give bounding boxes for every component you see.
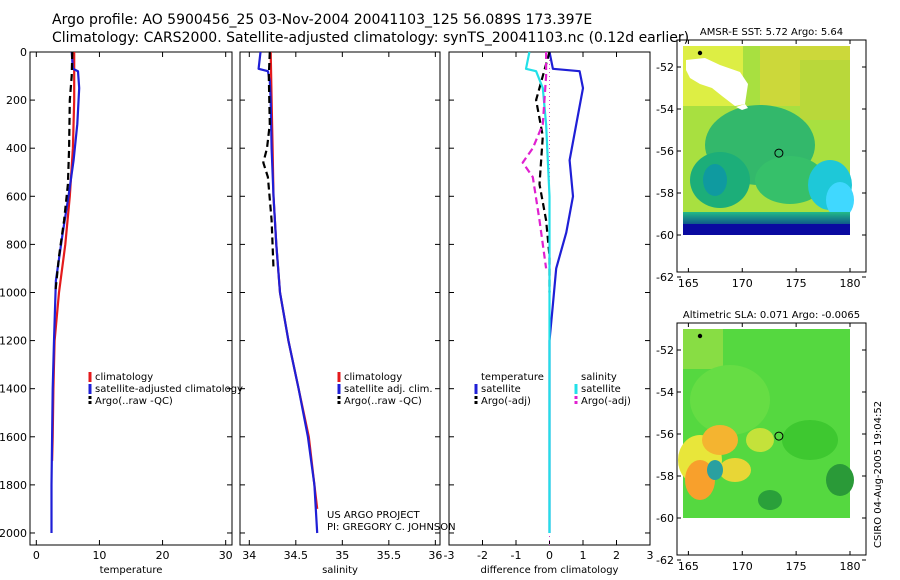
depth-tick-label: 600 xyxy=(6,190,27,203)
depth-tick-label: 2000 xyxy=(0,527,27,540)
sla_map-xtick-label: 170 xyxy=(732,560,753,573)
difference-xtick-label: 2 xyxy=(613,549,620,562)
salinity-frame xyxy=(239,51,441,546)
sst_map-title: AMSR-E SST: 5.72 Argo: 5.64 xyxy=(700,27,843,38)
title-line-1: Argo profile: AO 5900456_25 03-Nov-2004 … xyxy=(52,12,593,28)
salinity-legend-1-label: satellite adj. clim. xyxy=(344,384,433,395)
difference-series-temperature-satellite xyxy=(548,51,585,533)
sst_map-xtick-label: 180 xyxy=(840,277,861,290)
depth-tick-label: 400 xyxy=(6,142,27,155)
sla_map-frame xyxy=(676,322,867,556)
difference-series-salinity-satellite xyxy=(524,51,551,533)
difference-xtick-label: -1 xyxy=(511,549,522,562)
sst_map-ytick-label: -56 xyxy=(656,145,674,158)
temperature-legend-2-label: Argo(..raw -QC) xyxy=(95,396,173,407)
sst_map-ytick-label: -62 xyxy=(656,271,674,284)
depth-tick-label: 800 xyxy=(6,238,27,251)
temperature-legend-1-label: satellite-adjusted climatology xyxy=(95,384,243,395)
sla_map-float-marker xyxy=(774,431,784,441)
depth-tick-label: 1200 xyxy=(0,335,27,348)
temperature-frame xyxy=(29,51,233,546)
sst_map-ytick-label: -52 xyxy=(656,61,674,74)
difference-series-salinity-argo xyxy=(521,52,548,269)
difference-xlabel: difference from climatology xyxy=(481,565,619,576)
sla_map-ytick-label: -60 xyxy=(656,512,674,525)
salinity-xtick-label: 34 xyxy=(242,549,256,562)
salinity-xlabel: salinity xyxy=(322,565,358,576)
salinity-series-climatology xyxy=(269,51,319,510)
sst_map-xtick-label: 175 xyxy=(786,277,807,290)
sst_map-xtick-label: 165 xyxy=(678,277,699,290)
sst_map-ytick-label: -54 xyxy=(656,103,674,116)
difference-xtick-label: 3 xyxy=(647,549,654,562)
sst-map-field xyxy=(683,46,854,235)
sst_map-ytick-label: -58 xyxy=(656,187,674,200)
temperature-xlabel: temperature xyxy=(100,565,163,576)
depth-tick-label: 200 xyxy=(6,94,27,107)
sla_map-xtick-label: 165 xyxy=(678,560,699,573)
temperature-series-climatology xyxy=(51,52,76,461)
sst_map-island-marker xyxy=(697,50,703,56)
diff-legend-left-1-label: satellite xyxy=(481,384,521,395)
salinity-xtick-label: 35 xyxy=(335,549,349,562)
temperature-xtick-label: 30 xyxy=(219,549,233,562)
temperature-series-argo xyxy=(54,51,74,293)
salinity-series-argo xyxy=(262,51,275,269)
depth-tick-label: 1600 xyxy=(0,431,27,444)
sla_map-xtick-label: 180 xyxy=(840,560,861,573)
temperature-legend-0-label: climatology xyxy=(95,372,153,383)
difference-xtick-label: -3 xyxy=(444,549,455,562)
salinity-series-satellite xyxy=(257,51,319,534)
temperature-xtick-label: 0 xyxy=(33,549,40,562)
sla_map-island-marker xyxy=(697,333,703,339)
timestamp-stamp: CSIRO 04-Aug-2005 19:04:52 xyxy=(873,400,884,548)
diff-legend-left-2-label: Argo(-adj) xyxy=(481,396,531,407)
salinity-legend-2-label: Argo(..raw -QC) xyxy=(344,396,422,407)
sla_map-xtick-label: 175 xyxy=(786,560,807,573)
sst_map-frame xyxy=(676,39,867,273)
sla_map-ytick-label: -62 xyxy=(656,554,674,567)
project-annotation-0: US ARGO PROJECT xyxy=(327,510,421,521)
diff-legend-right-title: salinity xyxy=(581,372,617,383)
depth-tick-label: 1000 xyxy=(0,286,27,299)
temperature-xtick-label: 10 xyxy=(92,549,106,562)
sst_map-float-marker xyxy=(774,148,784,158)
sla_map-ytick-label: -56 xyxy=(656,428,674,441)
sla-map-field xyxy=(678,329,854,518)
difference-xtick-label: 0 xyxy=(546,549,553,562)
salinity-xtick-label: 34.5 xyxy=(284,549,309,562)
depth-tick-label: 1800 xyxy=(0,479,27,492)
depth-tick-label: 1400 xyxy=(0,383,27,396)
temperature-series-satellite xyxy=(50,51,81,533)
salinity-legend-0-label: climatology xyxy=(344,372,402,383)
depth-tick-label: 0 xyxy=(20,46,27,59)
salinity-xtick-label: 36 xyxy=(428,549,442,562)
sla_map-ytick-label: -58 xyxy=(656,470,674,483)
difference-xtick-label: 1 xyxy=(580,549,587,562)
sla_map-ytick-label: -54 xyxy=(656,386,674,399)
diff-legend-right-1-label: satellite xyxy=(581,384,621,395)
temperature-xtick-label: 20 xyxy=(156,549,170,562)
salinity-xtick-label: 35.5 xyxy=(377,549,402,562)
sst_map-xtick-label: 170 xyxy=(732,277,753,290)
difference-xtick-label: -2 xyxy=(477,549,488,562)
sla_map-title: Altimetric SLA: 0.071 Argo: -0.0065 xyxy=(683,310,860,321)
diff-legend-left-title: temperature xyxy=(481,372,544,383)
title-line-2: Climatology: CARS2000. Satellite-adjuste… xyxy=(52,30,690,46)
sla_map-ytick-label: -52 xyxy=(656,344,674,357)
project-annotation-1: PI: GREGORY C. JOHNSON xyxy=(327,522,456,533)
diff-legend-right-2-label: Argo(-adj) xyxy=(581,396,631,407)
sst_map-ytick-label: -60 xyxy=(656,229,674,242)
